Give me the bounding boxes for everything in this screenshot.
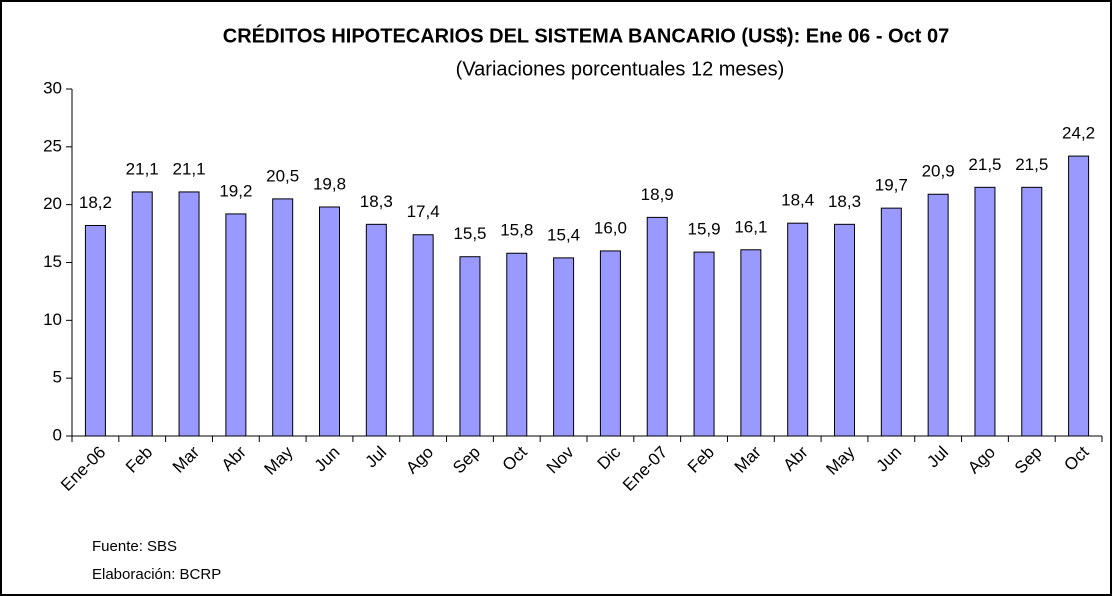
value-label: 21,1: [126, 159, 159, 178]
credit: Elaboración: BCRP: [92, 566, 221, 583]
value-label: 16,1: [734, 217, 767, 236]
value-label: 15,9: [687, 220, 720, 239]
bar: [646, 216, 668, 437]
bar: [225, 213, 247, 437]
value-label: 18,3: [828, 192, 861, 211]
bar: [506, 252, 528, 437]
chart-subtitle: (Variaciones porcentuales 12 meses): [456, 58, 785, 80]
bar: [412, 234, 434, 437]
bar: [1021, 186, 1043, 437]
y-tick-label: 30: [43, 78, 62, 97]
value-label: 21,5: [1015, 155, 1048, 174]
value-label: 24,2: [1062, 124, 1095, 143]
bar: [272, 198, 294, 437]
y-tick-label: 15: [43, 252, 62, 271]
value-label: 18,3: [360, 192, 393, 211]
bar: [834, 223, 855, 437]
bar: [693, 251, 715, 437]
bar: [84, 224, 106, 437]
value-label: 15,8: [500, 221, 533, 240]
y-tick-label: 25: [43, 136, 62, 155]
bar: [1068, 155, 1090, 437]
value-label: 19,2: [219, 181, 252, 200]
bar: [365, 223, 387, 437]
value-label: 15,5: [453, 224, 486, 243]
value-label: 21,1: [172, 159, 205, 178]
y-tick-label: 10: [43, 310, 62, 329]
value-label: 19,8: [313, 174, 346, 193]
value-label: 19,7: [875, 176, 908, 195]
bar: [319, 206, 340, 437]
bar: [459, 256, 481, 437]
y-tick-label: 20: [43, 194, 62, 213]
bar: [740, 249, 762, 437]
source: Fuente: SBS: [92, 538, 177, 555]
bar: [974, 186, 996, 437]
value-label: 18,4: [781, 191, 814, 210]
y-tick-label: 5: [53, 368, 62, 387]
bar: [131, 191, 153, 437]
value-label: 16,0: [594, 218, 627, 237]
bar: [787, 222, 809, 437]
bar: [178, 191, 200, 437]
value-label: 21,5: [968, 155, 1001, 174]
y-tick-label: 0: [53, 425, 62, 444]
bar: [599, 250, 621, 437]
bar: [927, 193, 949, 437]
value-label: 18,2: [79, 193, 112, 212]
value-label: 17,4: [407, 202, 440, 221]
value-label: 15,4: [547, 225, 580, 244]
bar: [553, 257, 575, 437]
bar: [880, 207, 902, 437]
value-label: 20,5: [266, 166, 299, 185]
value-label: 18,9: [641, 185, 674, 204]
chart-title: CRÉDITOS HIPOTECARIOS DEL SISTEMA BANCAR…: [223, 24, 949, 47]
value-label: 20,9: [922, 162, 955, 181]
